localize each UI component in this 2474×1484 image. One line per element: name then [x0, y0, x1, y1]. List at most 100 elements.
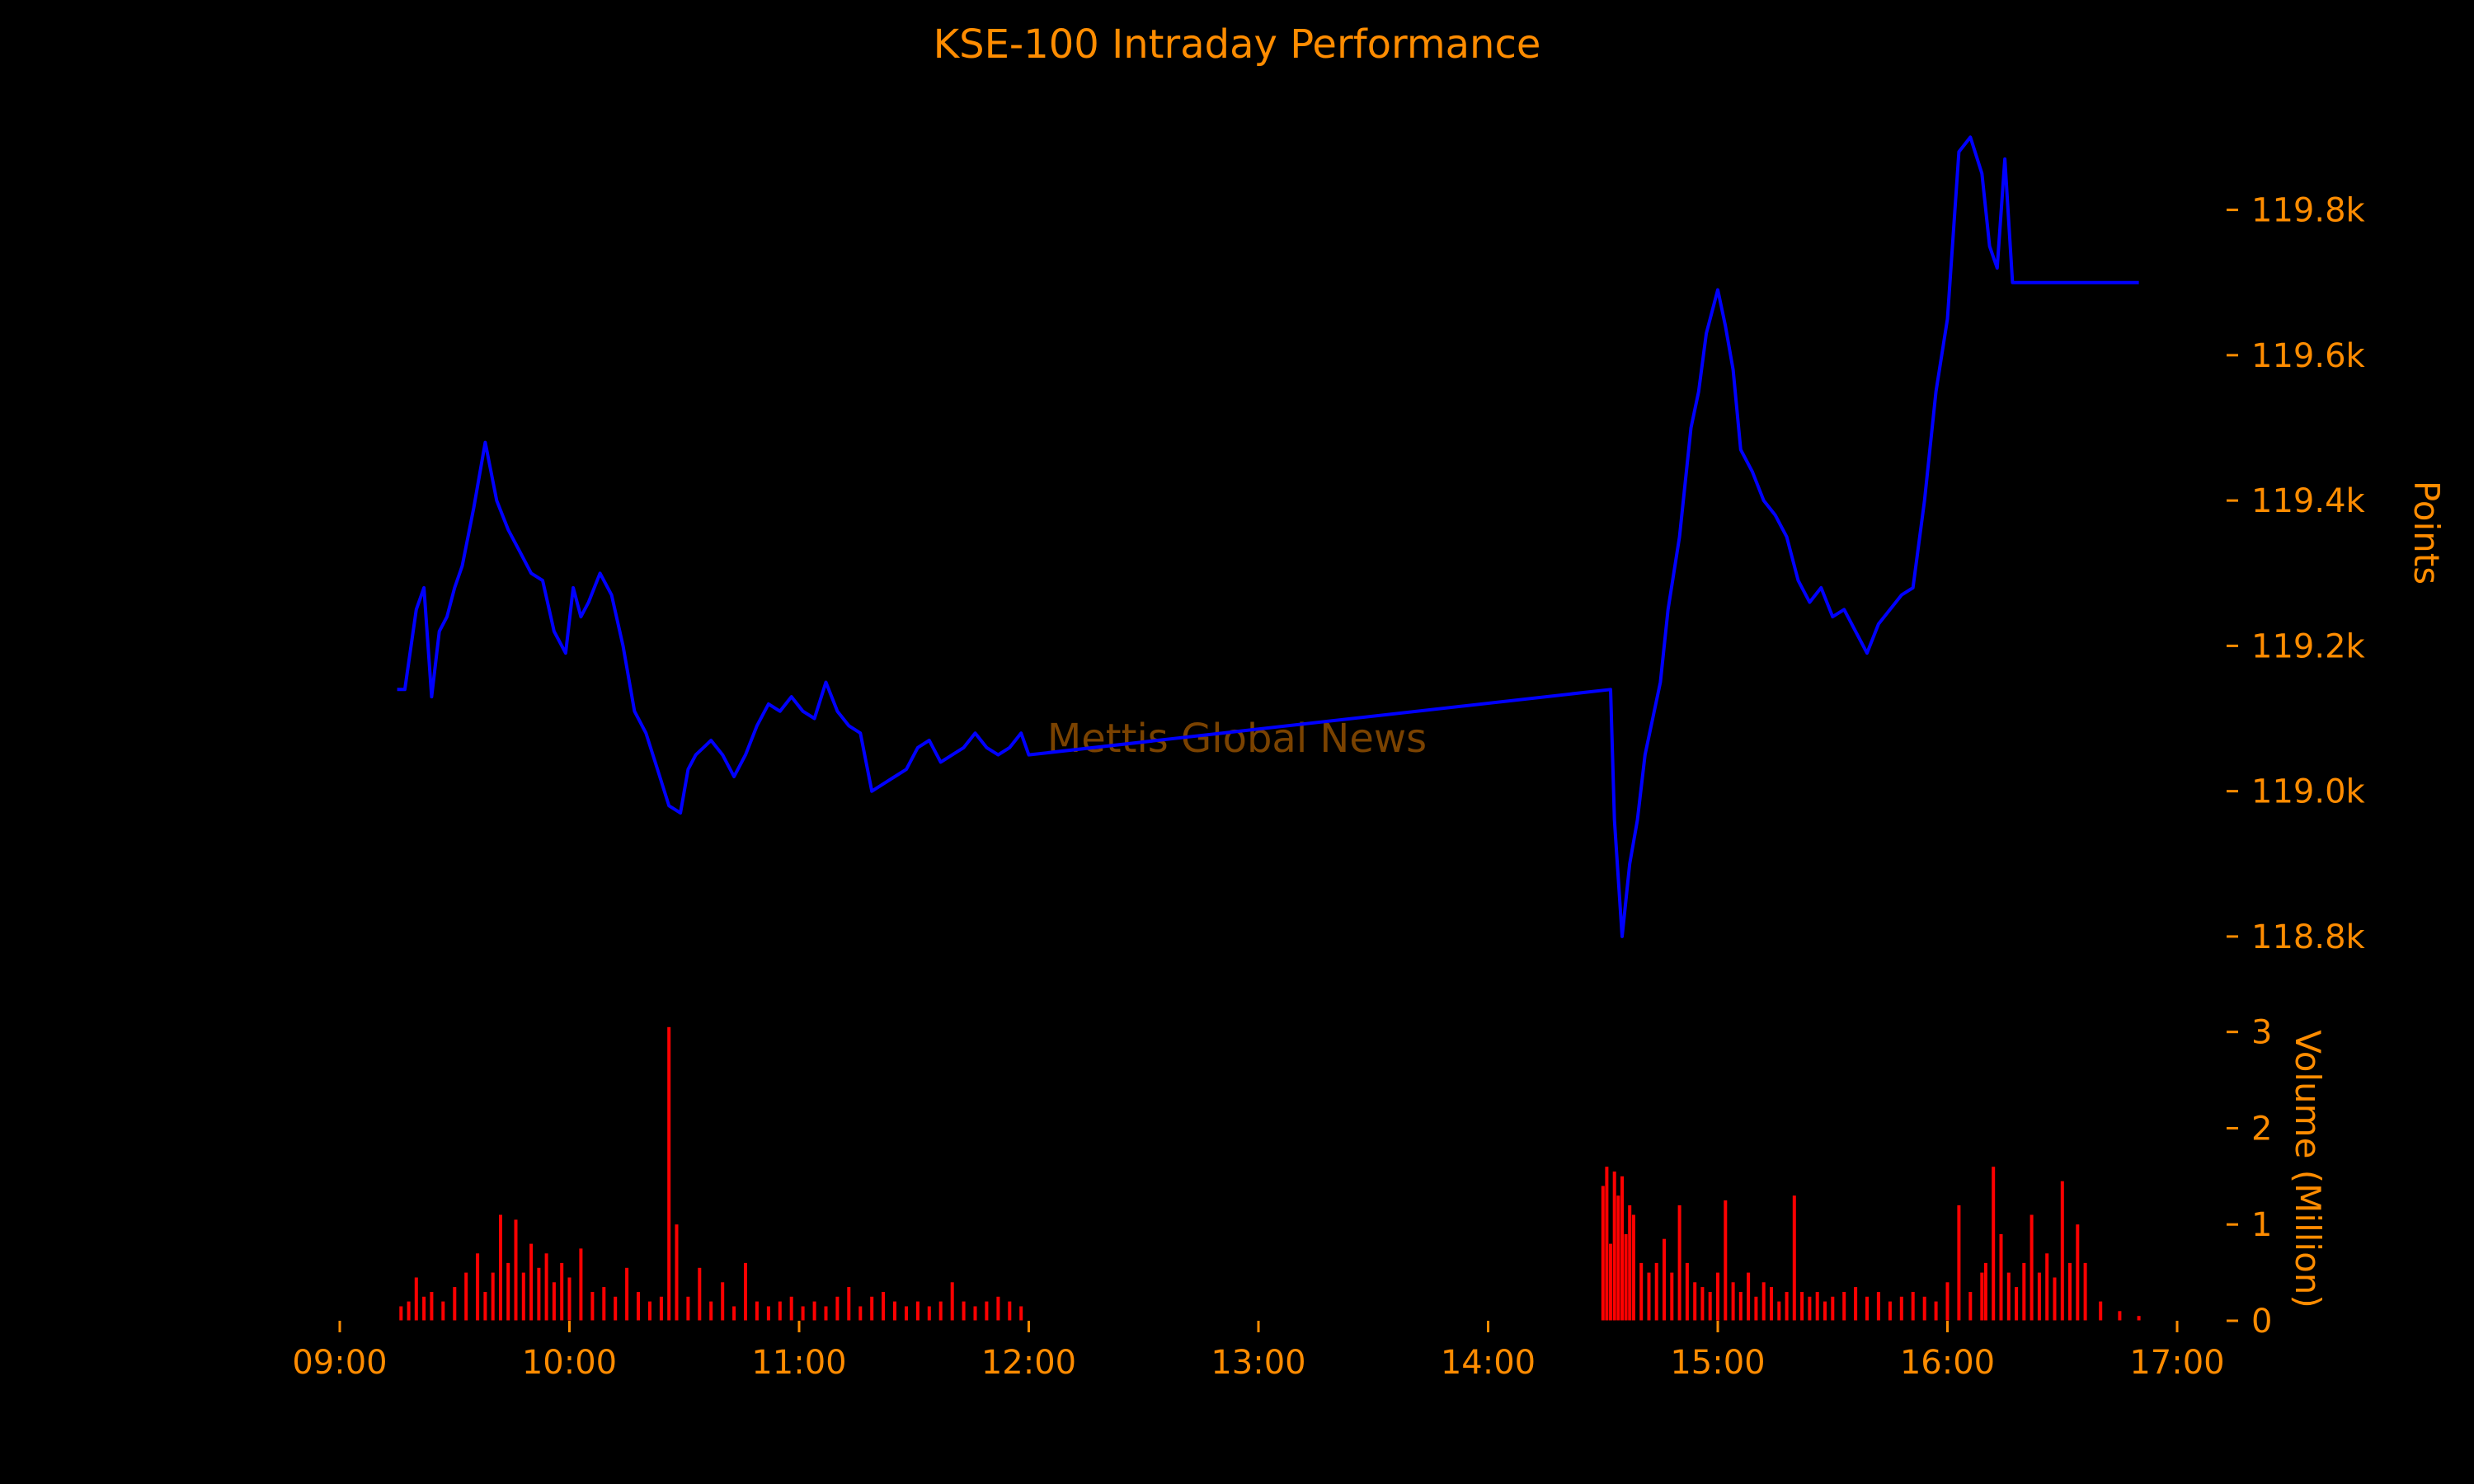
x-tick-label: 15:00 [1670, 1344, 1765, 1382]
price-axis: 118.8k 119.0k 119.2k 119.4k 119.6k 119.8k [2227, 192, 2366, 956]
volume-bar [1831, 1296, 1835, 1321]
volume-bar [985, 1301, 989, 1321]
volume-tick-label: 3 [2251, 1014, 2272, 1052]
volume-bar [835, 1296, 840, 1321]
volume-bar [1842, 1292, 1846, 1321]
volume-bar [2137, 1316, 2141, 1321]
volume-tick-label: 1 [2251, 1206, 2272, 1244]
volume-bar [1983, 1262, 1987, 1321]
volume-bar [1647, 1272, 1651, 1321]
volume-bar [1785, 1292, 1789, 1321]
volume-bar [2076, 1224, 2080, 1321]
volume-bar [2068, 1262, 2072, 1321]
volume-bar [1992, 1167, 1996, 1321]
volume-bar [1685, 1262, 1689, 1321]
volume-bar [2030, 1214, 2034, 1321]
x-tick-label: 17:00 [2129, 1344, 2224, 1382]
volume-bar [789, 1296, 793, 1321]
volume-bar [870, 1296, 874, 1321]
volume-bar [422, 1296, 426, 1321]
volume-bar [950, 1282, 954, 1321]
volume-bar [1854, 1287, 1858, 1321]
volume-bar [1968, 1292, 1973, 1321]
volume-bar [801, 1306, 805, 1321]
volume-bar [1865, 1296, 1869, 1321]
volume-bar [1770, 1287, 1773, 1321]
volume-bar [602, 1287, 606, 1321]
volume-bar [1716, 1272, 1719, 1321]
volume-tick-label: 0 [2251, 1303, 2272, 1341]
volume-bar [544, 1253, 548, 1321]
volume-bar [1999, 1233, 2003, 1321]
volume-bar [430, 1292, 434, 1321]
volume-bar [1754, 1296, 1758, 1321]
x-axis: 09:00 10:00 11:00 12:00 13:00 14:00 15:00 16:00… [292, 1320, 2225, 1382]
volume-bar [1628, 1205, 1632, 1321]
volume-bar [560, 1262, 564, 1321]
volume-bar [893, 1301, 896, 1321]
volume-bar [637, 1292, 640, 1321]
volume-bar [1738, 1292, 1743, 1321]
volume-bar [476, 1253, 480, 1321]
volume-bar [2022, 1262, 2026, 1321]
volume-tick-label: 2 [2251, 1110, 2272, 1148]
volume-bar [905, 1306, 908, 1321]
watermark: Mettis Global News [1047, 716, 1427, 762]
volume-bar [453, 1287, 457, 1321]
volume-bar [567, 1277, 571, 1321]
volume-bar [1808, 1296, 1812, 1321]
volume-bar [506, 1262, 510, 1321]
volume-bar [927, 1306, 931, 1321]
volume-bar [2118, 1311, 2122, 1321]
volume-bar [514, 1219, 518, 1321]
price-tick-label: 119.4k [2251, 482, 2366, 520]
chart-title: KSE-100 Intraday Performance [934, 21, 1541, 68]
volume-bar [1899, 1296, 1903, 1321]
price-tick-label: 119.8k [2251, 192, 2366, 230]
volume-bar [1616, 1195, 1620, 1321]
volume-bar [744, 1262, 747, 1321]
volume-bar [962, 1301, 966, 1321]
volume-bar [732, 1306, 736, 1321]
volume-bar [399, 1306, 403, 1321]
volume-bar [1761, 1282, 1766, 1321]
volume-bar [1609, 1243, 1612, 1321]
volume-bar [858, 1306, 863, 1321]
volume-bar [499, 1214, 502, 1321]
volume-bar [1670, 1272, 1674, 1321]
volume-bar [552, 1282, 556, 1321]
volume-bar [1631, 1214, 1635, 1321]
volume-bar [1601, 1186, 1605, 1321]
volume-bar [414, 1277, 418, 1321]
price-tick-label: 119.2k [2251, 627, 2366, 665]
volume-bar [2045, 1253, 2049, 1321]
volume-axis-label: Volume (Million) [2288, 1030, 2328, 1308]
volume-bar [686, 1296, 690, 1321]
volume-bar [491, 1272, 495, 1321]
volume-bar [521, 1272, 525, 1321]
volume-bar [1876, 1292, 1880, 1321]
volume-bar [698, 1267, 702, 1321]
volume-bar [1677, 1205, 1681, 1321]
price-axis-label: Points [2406, 481, 2447, 585]
volume-bar [2053, 1277, 2057, 1321]
volume-bar [2099, 1301, 2103, 1321]
volume-bar [1008, 1301, 1012, 1321]
price-tick-label: 119.6k [2251, 337, 2366, 375]
volume-bar [1731, 1282, 1735, 1321]
volume-bar [1700, 1287, 1705, 1321]
volume-bar [1777, 1301, 1781, 1321]
volume-bar [824, 1306, 828, 1321]
x-tick-label: 12:00 [981, 1344, 1076, 1382]
volume-bar [2083, 1262, 2087, 1321]
volume-axis: 0 1 2 3 [2227, 1014, 2272, 1341]
volume-bar [1620, 1176, 1624, 1321]
volume-bar [1654, 1262, 1658, 1321]
volume-bar [1922, 1296, 1926, 1321]
price-tick-label: 118.8k [2251, 918, 2366, 956]
x-tick-label: 13:00 [1211, 1344, 1305, 1382]
volume-bar [1612, 1172, 1616, 1321]
volume-bar [766, 1306, 770, 1321]
price-tick-label: 119.0k [2251, 773, 2366, 811]
